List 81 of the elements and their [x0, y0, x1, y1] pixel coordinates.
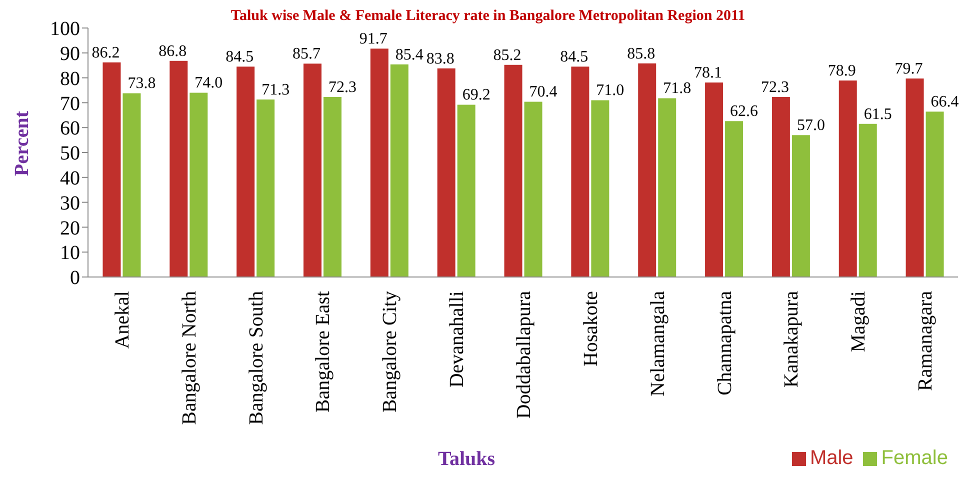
bar: [571, 66, 590, 277]
bar: [457, 104, 476, 277]
bar: [102, 62, 121, 277]
bar: [792, 135, 810, 277]
text: 86.2: [92, 44, 120, 62]
text: 72.3: [760, 78, 789, 96]
bar: [838, 80, 857, 277]
text: 61.5: [864, 106, 892, 123]
y-tick-label: 60: [60, 118, 80, 140]
bar: [370, 48, 388, 277]
text: 69.2: [462, 86, 490, 104]
bar: [524, 102, 542, 277]
legend-label: Female: [881, 447, 948, 469]
x-tick-label: Channapatna: [714, 290, 736, 396]
bar: [906, 78, 924, 277]
text: 78.9: [828, 62, 856, 80]
legend-label: Male: [810, 447, 854, 469]
x-tick-label: Anekal: [111, 290, 134, 349]
text: 62.6: [730, 103, 758, 120]
x-tick-label: Bangalore City: [379, 291, 402, 413]
bar: [256, 99, 275, 277]
y-tick-label: 10: [60, 242, 80, 264]
bar: [725, 121, 744, 277]
text: 71.8: [663, 80, 692, 98]
y-tick-label: 100: [50, 18, 80, 40]
y-tick-label: 20: [60, 217, 80, 240]
bar: [591, 100, 610, 277]
bar: [390, 64, 408, 277]
text: 85.7: [292, 46, 320, 63]
bar: [705, 82, 724, 277]
bar: [323, 96, 342, 277]
y-tick-label: 90: [60, 43, 80, 65]
x-tick-label: Hosakote: [580, 290, 602, 367]
text: 72.3: [328, 78, 356, 96]
x-tick-label: Kanakapura: [780, 290, 803, 388]
bar: [772, 96, 790, 277]
x-tick-label: Ramanagara: [914, 290, 937, 391]
text: 85.2: [493, 46, 522, 64]
bar: [122, 93, 141, 277]
text: 83.8: [426, 50, 454, 68]
y-tick-label: 70: [60, 92, 80, 115]
text: 57.0: [796, 117, 825, 134]
text: 86.8: [158, 42, 187, 60]
text: 91.7: [359, 30, 388, 48]
bar: [926, 112, 944, 277]
y-axis-title: Percent: [12, 110, 34, 176]
bar: [190, 92, 208, 277]
text: 70.4: [529, 84, 558, 101]
bar: [658, 98, 676, 277]
bar: [236, 66, 255, 277]
x-tick-label: Magadi: [848, 290, 870, 352]
x-tick-label: Bangalore South: [245, 291, 268, 425]
text: 84.5: [226, 48, 254, 66]
x-tick-label: Devanahalli: [446, 290, 468, 388]
x-tick-label: Doddaballapura: [513, 290, 535, 419]
bar: [170, 60, 188, 277]
text: 85.4: [395, 46, 424, 64]
x-tick-label: Bangalore East: [312, 290, 334, 413]
x-tick-label: Bangalore North: [178, 291, 200, 425]
y-tick-label: 50: [60, 142, 80, 165]
text: 85.8: [627, 45, 656, 62]
bar: [504, 64, 522, 277]
text: 73.8: [128, 75, 156, 92]
bar: [437, 68, 456, 277]
text: 71.0: [596, 82, 624, 100]
x-tick-label: Nelamangala: [646, 290, 669, 396]
text: 66.4: [930, 94, 959, 111]
y-tick-label: 30: [60, 192, 80, 214]
text: 78.1: [694, 64, 722, 82]
text: 71.3: [262, 81, 290, 98]
bar: [303, 64, 322, 277]
y-tick-label: 0: [70, 267, 80, 290]
text: 74.0: [194, 74, 223, 92]
y-tick-label: 40: [60, 168, 80, 190]
bar: [638, 63, 656, 277]
text: 79.7: [894, 60, 923, 78]
bar: [858, 124, 877, 277]
chart-title: Taluk wise Male & Female Literacy rate in Bangalore Metropolitan Region 2011: [230, 8, 746, 24]
text: 84.5: [560, 48, 588, 66]
y-tick-label: 80: [60, 68, 80, 90]
x-axis-title: Taluks: [438, 448, 496, 471]
